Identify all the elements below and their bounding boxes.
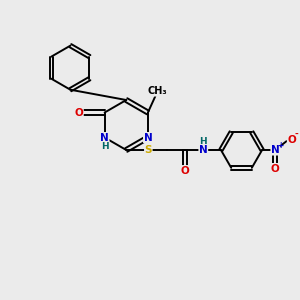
Text: O: O bbox=[271, 164, 280, 173]
Text: H: H bbox=[101, 142, 108, 152]
Text: H: H bbox=[200, 137, 207, 146]
Text: O: O bbox=[287, 135, 296, 145]
Text: -: - bbox=[294, 130, 298, 139]
Text: O: O bbox=[74, 107, 83, 118]
Text: +: + bbox=[278, 141, 284, 150]
Text: N: N bbox=[199, 145, 208, 155]
Text: S: S bbox=[145, 145, 152, 155]
Text: O: O bbox=[181, 166, 189, 176]
Text: N: N bbox=[100, 133, 109, 142]
Text: N: N bbox=[271, 145, 280, 155]
Text: N: N bbox=[143, 133, 152, 142]
Text: CH₃: CH₃ bbox=[148, 86, 167, 96]
